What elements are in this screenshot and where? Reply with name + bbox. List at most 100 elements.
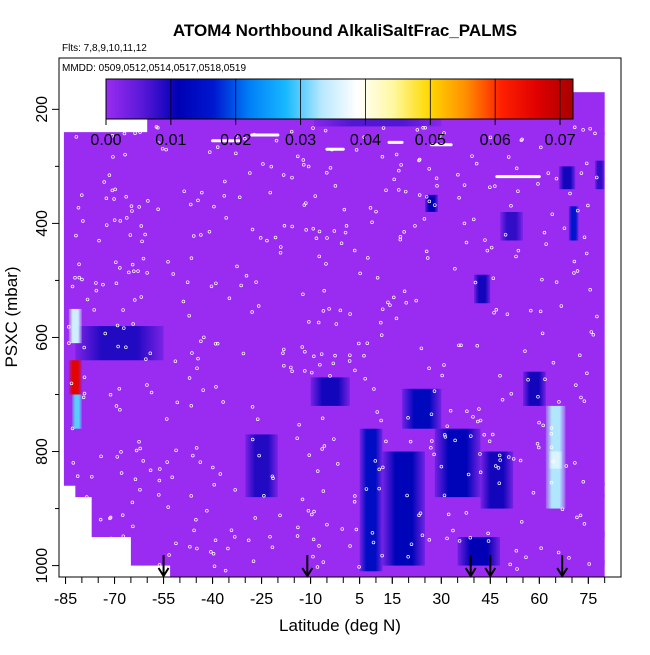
sample-marker [588, 126, 592, 131]
sample-marker [386, 300, 390, 305]
y-tick-label: 800 [34, 438, 51, 465]
sample-marker [255, 417, 260, 421]
sample-marker [270, 474, 275, 479]
sample-marker [415, 128, 420, 132]
sample-marker [507, 455, 511, 459]
sample-marker [290, 175, 294, 180]
sample-marker [166, 505, 170, 509]
sample-marker [289, 129, 294, 134]
sample-marker [323, 128, 328, 133]
sample-marker [158, 467, 162, 471]
sample-marker [223, 568, 228, 573]
sample-marker [539, 546, 543, 550]
sample-marker [199, 339, 203, 344]
colorbar-tick-label: 0.04 [350, 132, 381, 149]
sample-marker [120, 513, 125, 517]
sample-marker [156, 207, 160, 211]
x-tick-label: 45 [481, 591, 499, 608]
sample-marker [325, 236, 329, 240]
sample-marker [576, 208, 580, 213]
sample-marker [538, 309, 543, 314]
sample-marker [290, 369, 294, 374]
sample-marker [112, 218, 117, 222]
sample-marker [572, 259, 577, 264]
sample-marker [111, 155, 115, 159]
sample-marker [453, 267, 457, 271]
sample-marker [211, 552, 216, 556]
heatmap-cell [568, 206, 579, 241]
sample-marker [536, 182, 540, 186]
sample-marker [218, 472, 223, 476]
sample-marker [200, 190, 204, 195]
sample-marker [332, 229, 337, 233]
sample-marker [421, 126, 425, 130]
sample-marker [417, 157, 422, 162]
sample-marker [289, 365, 293, 370]
sample-marker [174, 448, 178, 453]
sample-marker [585, 371, 589, 376]
sample-marker [498, 458, 502, 462]
dates-label: MMDD: 0509,0512,0514,0517,0518,0519 [62, 63, 246, 74]
sample-marker [334, 322, 339, 326]
x-tick-label: -85 [54, 591, 77, 608]
sample-marker [67, 341, 71, 345]
sample-marker [214, 385, 218, 389]
sample-marker [446, 512, 451, 517]
sample-marker [573, 125, 577, 130]
sample-marker [551, 361, 556, 365]
sample-marker [487, 439, 492, 444]
sample-marker [85, 495, 89, 499]
sample-marker [170, 475, 174, 480]
sample-marker [146, 199, 150, 203]
sample-marker [414, 298, 418, 303]
sample-marker [312, 354, 316, 358]
sample-marker [156, 126, 160, 130]
sample-marker [408, 439, 413, 444]
sample-marker [157, 563, 162, 567]
sample-marker [182, 189, 186, 193]
sample-marker [511, 457, 516, 461]
sample-marker [402, 289, 407, 294]
sample-marker [420, 533, 425, 538]
sample-marker [148, 468, 153, 472]
sample-marker [196, 198, 200, 203]
sample-marker [464, 240, 469, 245]
sample-marker [546, 171, 551, 175]
sample-marker [74, 233, 78, 238]
sample-marker [209, 550, 213, 554]
sample-marker [229, 528, 234, 532]
sample-marker [69, 381, 74, 386]
sample-marker [325, 171, 329, 175]
sample-marker [207, 229, 212, 234]
sample-marker [209, 284, 214, 289]
x-tick-label: -55 [152, 591, 175, 608]
heatmap-cell [310, 377, 350, 406]
sample-marker [348, 353, 352, 357]
sample-marker [579, 395, 583, 400]
sample-marker [233, 488, 237, 492]
sample-marker [75, 474, 80, 478]
sample-marker [490, 432, 495, 437]
sample-marker [237, 195, 242, 200]
sample-marker [102, 180, 106, 184]
sample-marker [471, 415, 475, 419]
sample-marker [363, 376, 367, 381]
sample-marker [427, 366, 431, 371]
sample-marker [191, 234, 196, 238]
sample-marker [581, 128, 585, 132]
sample-marker [443, 433, 447, 437]
sample-marker [406, 555, 410, 559]
sample-marker [214, 281, 218, 286]
sample-marker [282, 223, 287, 228]
sample-marker [509, 391, 514, 396]
sample-marker [82, 391, 87, 396]
sample-marker [144, 357, 148, 361]
sample-marker [429, 446, 433, 450]
sample-marker [77, 262, 81, 267]
sample-marker [589, 330, 594, 334]
sample-marker [348, 544, 352, 548]
sample-marker [234, 151, 238, 156]
colorbar: 0.00 0.01 0.02 0.03 0.04 0.05 0.06 0.07 [90, 78, 576, 149]
sample-marker [591, 333, 596, 337]
sample-marker [195, 546, 199, 551]
